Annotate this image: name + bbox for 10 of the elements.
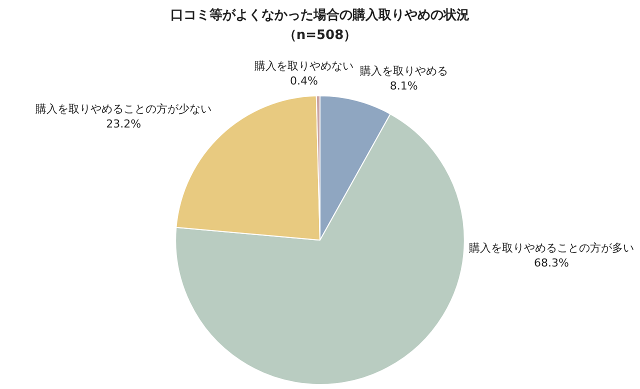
slice-label: 購入を取りやめない xyxy=(254,60,354,73)
chart-subtitle: （n=508） xyxy=(283,28,357,43)
data-label: 23.2% xyxy=(106,117,142,130)
data-label: 0.4% xyxy=(290,74,318,88)
slice-label: 購入を取りやめる xyxy=(360,64,448,78)
slice-label: 購入を取りやめることの方が少ない xyxy=(36,102,212,116)
data-label: 8.1% xyxy=(390,80,418,93)
data-label: 68.3% xyxy=(534,256,569,270)
slice-label: 購入を取りやめることの方が多い xyxy=(469,241,634,254)
chart-title: 口コミ等がよくなかった場合の購入取りやめの状況 xyxy=(170,7,470,24)
